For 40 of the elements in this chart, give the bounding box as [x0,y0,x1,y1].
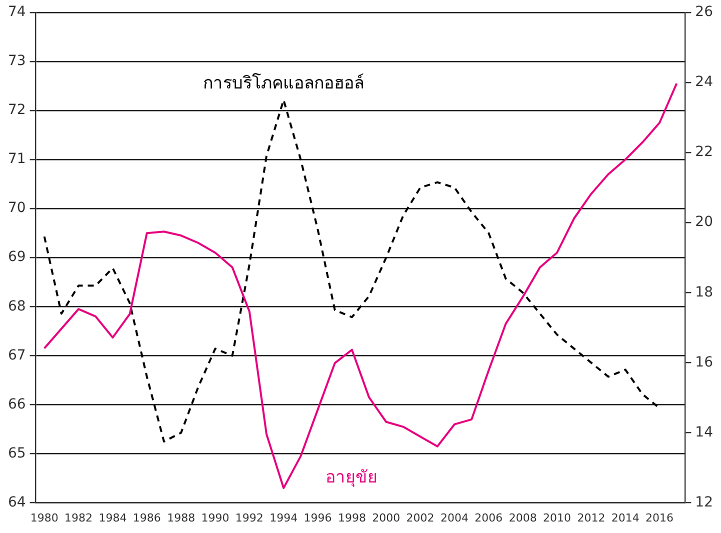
y-tick-label: 73 [8,53,26,70]
series-label: การบริโภคแอลกอฮอล์ [203,72,364,94]
series-label: อายุขัย [326,468,378,488]
y-tick-label: 65 [8,445,26,462]
x-tick-label: 1992 [235,511,264,524]
x-tick-label: 2002 [406,511,434,524]
y-tick-label: 68 [8,298,26,314]
y-tick-label: 69 [8,249,26,266]
x-tick-label: 2004 [440,511,468,524]
y-tick-label: 70 [8,200,26,216]
x-tick-label: 2016 [646,511,674,524]
x-tick-label: 1982 [64,511,93,524]
x-tick-label: 2010 [543,511,572,524]
x-tick-label: 1980 [30,511,58,524]
x-tick-label: 1990 [201,511,230,524]
y2-tick-label: 24 [695,74,714,90]
y2-tick-label: 26 [695,4,714,20]
y2-tick-label: 12 [695,494,714,510]
x-tick-label: 1998 [338,511,366,524]
x-tick-label: 2006 [474,511,503,524]
x-tick-label: 1984 [98,511,127,524]
y-tick-label: 66 [8,396,26,412]
x-tick-label: 1988 [167,511,196,524]
y-tick-label: 64 [8,494,26,510]
y2-tick-label: 14 [695,424,714,440]
x-tick-label: 2008 [508,511,537,524]
y-tick-label: 74 [8,4,26,20]
y-tick-label: 72 [8,102,26,118]
y-tick-label: 71 [8,151,26,168]
y2-tick-label: 16 [695,354,714,370]
x-tick-label: 1986 [132,511,161,524]
x-tick-label: 2000 [372,511,400,524]
y2-tick-label: 20 [695,214,714,230]
x-tick-label: 2012 [577,511,606,524]
x-tick-label: 2014 [611,511,640,524]
x-tick-label: 1996 [304,511,332,524]
y2-tick-label: 22 [695,144,714,160]
y-tick-label: 67 [8,347,26,364]
x-tick-label: 1994 [270,511,298,524]
y2-tick-label: 18 [695,284,714,300]
